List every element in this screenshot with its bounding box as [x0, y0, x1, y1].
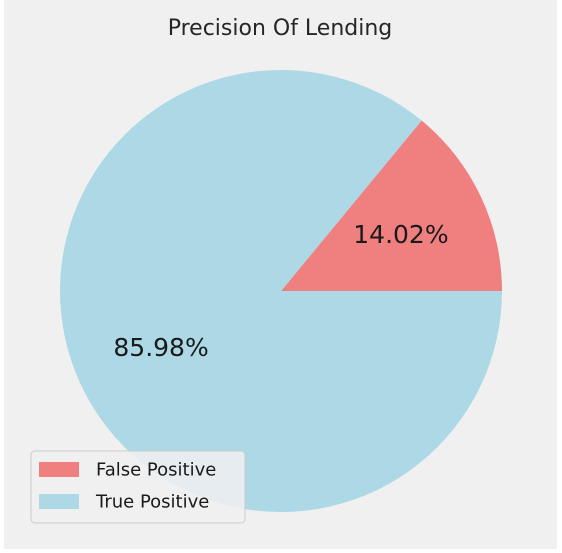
legend-label-false-positive: False Positive — [96, 460, 216, 481]
legend: False Positive True Positive — [30, 450, 246, 524]
pie-labels: 14.02% 85.98% — [113, 220, 448, 362]
legend-label-true-positive: True Positive — [95, 492, 209, 513]
pie-label-true-positive: 85.98% — [113, 333, 208, 362]
legend-swatch-true-positive — [39, 494, 79, 509]
pie-slices — [60, 69, 503, 512]
pie-slice-false-positive — [281, 120, 502, 291]
pie-slice-true-positive — [60, 69, 503, 512]
legend-box — [30, 450, 246, 524]
chart-title: Precision Of Lending — [168, 16, 393, 41]
legend-swatch-false-positive — [39, 462, 79, 477]
pie-label-false-positive: 14.02% — [353, 220, 448, 249]
